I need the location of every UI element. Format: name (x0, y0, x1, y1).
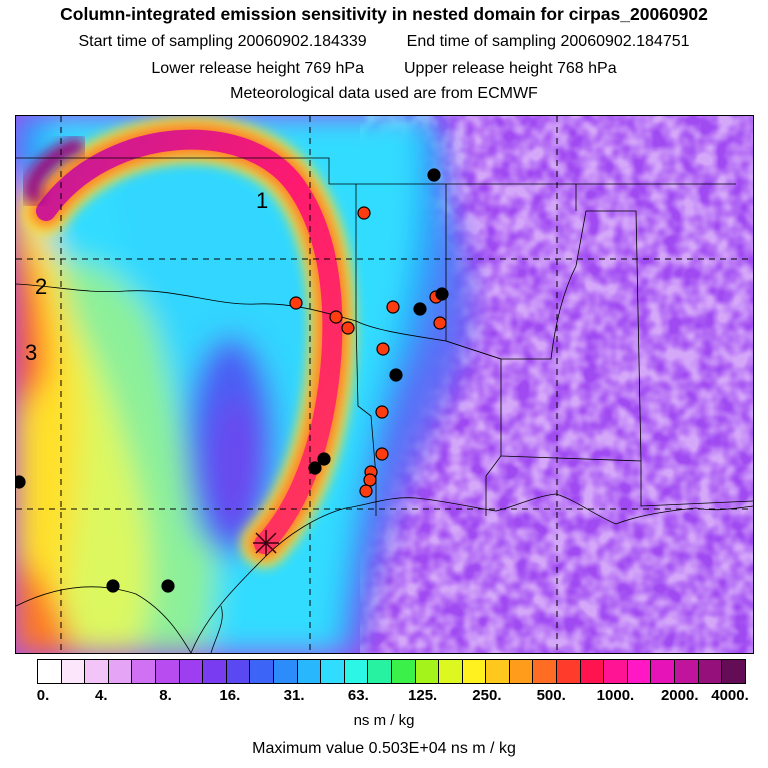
lower-release-label: Lower release height 769 hPa (151, 60, 364, 77)
colorbar-swatch (85, 660, 109, 683)
colorbar-swatch (38, 660, 62, 683)
colorbar-swatch (462, 660, 487, 683)
colorbar-tick-label: 8. (159, 687, 172, 704)
colorbar-tick-label: 1000. (596, 687, 635, 704)
colorbar-swatch (179, 660, 204, 683)
upper-release-label: Upper release height 768 hPa (404, 60, 617, 77)
colorbar-swatch (604, 660, 628, 683)
colorbar-swatch (509, 660, 534, 683)
colorbar-swatch (722, 660, 745, 683)
colorbar-tick-label: 63. (347, 687, 369, 704)
plume-ring (23, 116, 356, 567)
map-svg: 1 2 3 (16, 116, 753, 653)
colorbar-swatch (344, 660, 369, 683)
colorbar-tick-label: 4. (95, 687, 108, 704)
colorbar-swatch (132, 660, 156, 683)
colorbar-swatch (108, 660, 133, 683)
feature-label-1: 1 (256, 188, 268, 213)
colorbar-tick-label: 16. (219, 687, 241, 704)
colorbar-swatch (391, 660, 416, 683)
feature-label-3: 3 (25, 340, 37, 365)
colorbar-tick-label: 0. (36, 687, 50, 704)
colorbar-swatch (580, 660, 605, 683)
colorbar-tick-label: 250. (472, 687, 502, 704)
colorbar-tick-label: 2000. (660, 687, 699, 704)
units-label: ns m / kg (353, 712, 415, 729)
colorbar-swatch (415, 660, 440, 683)
colorbar-swatch (651, 660, 676, 683)
max-value-label: Maximum value 0.503E+04 ns m / kg (252, 740, 516, 757)
release-height-line: Lower release height 769 hPa Upper releas… (0, 60, 768, 78)
colorbar-swatch (155, 660, 180, 683)
sensitivity-map: 1 2 3 (15, 115, 754, 654)
start-time-label: Start time of sampling 20060902.184339 (78, 33, 367, 50)
colorbar-swatch (273, 660, 298, 683)
feature-label-2: 2 (35, 274, 47, 299)
release-point-star (253, 530, 279, 556)
plot-title: Column-integrated emission sensitivity i… (60, 4, 708, 24)
colorbar-tick-label: 4000. (711, 687, 749, 704)
colorbar-swatch (698, 660, 723, 683)
colorbar-tick-label: 31. (283, 687, 305, 704)
colorbar-swatch (675, 660, 699, 683)
colorbar-swatch (297, 660, 322, 683)
colorbar-swatch (627, 660, 652, 683)
colorbar-swatch (557, 660, 581, 683)
colorbar-swatch (533, 660, 558, 683)
sampling-time-line: Start time of sampling 20060902.184339 En… (0, 33, 768, 51)
met-data-label: Meteorological data used are from ECMWF (230, 85, 538, 102)
colorbar-swatch (250, 660, 274, 683)
colorbar-swatch (203, 660, 227, 683)
colorbar-swatch (486, 660, 510, 683)
colorbar-tick-label: 500. (536, 687, 566, 704)
lat-lon-grid (16, 116, 753, 653)
colorbar (37, 659, 746, 684)
colorbar-swatch (321, 660, 345, 683)
end-time-label: End time of sampling 20060902.184751 (406, 33, 690, 50)
political-borders (16, 157, 753, 653)
purple-texture (396, 116, 753, 653)
colorbar-swatch (368, 660, 392, 683)
colorbar-tick-label: 125. (408, 687, 438, 704)
station-markers (16, 168, 449, 593)
colorbar-swatch (61, 660, 86, 683)
colorbar-swatch (226, 660, 251, 683)
colorbar-swatch (439, 660, 463, 683)
